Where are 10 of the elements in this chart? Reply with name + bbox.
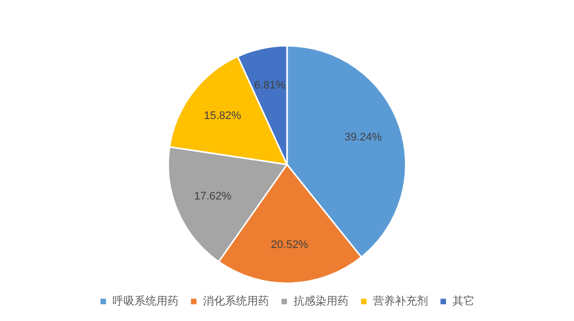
data-label: 20.52% bbox=[270, 239, 308, 252]
legend-label: 消化系统用药 bbox=[202, 294, 269, 308]
legend-label: 抗感染用药 bbox=[293, 294, 348, 308]
data-label: 6.81% bbox=[254, 80, 286, 92]
legend-label: 营养补充剂 bbox=[372, 294, 428, 308]
legend-label: 呼吸系统用药 bbox=[112, 294, 178, 308]
data-label: 39.24% bbox=[344, 132, 382, 144]
data-label: 17.62% bbox=[194, 190, 232, 202]
data-label: 15.82% bbox=[204, 110, 242, 122]
legend-label: 其它 bbox=[452, 294, 474, 308]
